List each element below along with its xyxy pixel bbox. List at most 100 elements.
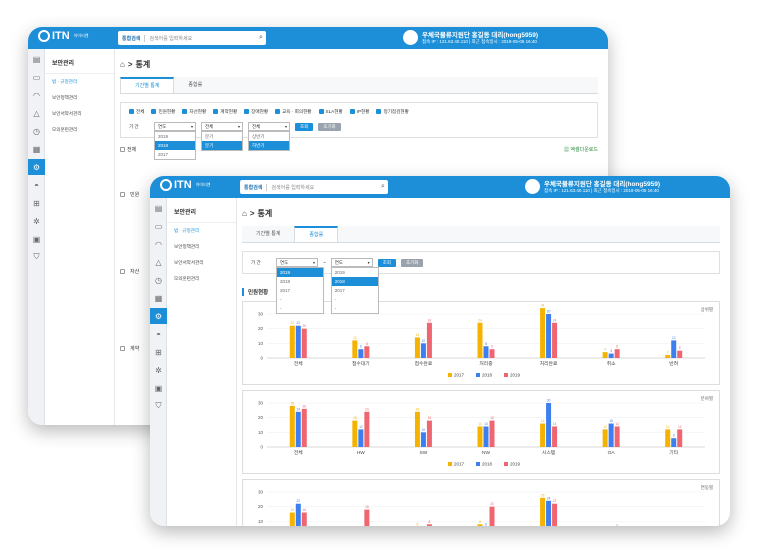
document-icon[interactable]: ▤ xyxy=(154,203,163,213)
dropdown-option[interactable]: 2018 xyxy=(280,279,291,284)
half-select[interactable]: 전체 ▾ 분기 분기 xyxy=(201,122,243,151)
headset-icon[interactable]: ◠ xyxy=(155,239,162,249)
dropdown-option[interactable]: 2019 xyxy=(334,270,345,275)
dropdown-option[interactable]: - xyxy=(280,297,282,302)
check-all[interactable]: 전체 xyxy=(129,109,144,115)
monitor-icon[interactable]: ▭ xyxy=(154,221,163,231)
search-input[interactable]: 검색어를 입력하세요 xyxy=(149,35,193,42)
checkbox[interactable] xyxy=(182,109,188,114)
menu-item-pledge[interactable]: 보안서약서관리 xyxy=(174,260,204,265)
menu-item-drill[interactable]: 모의훈련관리 xyxy=(52,127,78,132)
monitor-icon[interactable]: ▭ xyxy=(32,72,41,82)
dropdown-option[interactable]: 분기 xyxy=(205,134,214,139)
network-icon[interactable]: ⊞ xyxy=(33,198,40,208)
dropdown-option[interactable]: 2019 xyxy=(158,134,169,139)
checkbox[interactable] xyxy=(213,109,219,114)
dropdown-option[interactable]: 2017 xyxy=(158,152,169,157)
shield-icon[interactable]: ⛉ xyxy=(155,401,162,410)
checkbox[interactable] xyxy=(275,109,281,114)
check-sla[interactable]: SLA현황 xyxy=(318,109,343,115)
checkbox[interactable] xyxy=(120,346,125,351)
checkbox[interactable] xyxy=(376,109,382,114)
dropdown-option[interactable]: 2017 xyxy=(280,288,291,293)
reset-button[interactable]: 초기화 xyxy=(318,122,341,131)
dropdown-option[interactable]: 2019 xyxy=(277,268,323,277)
search-category[interactable]: 통합검색 xyxy=(240,183,268,191)
checkbox[interactable] xyxy=(120,147,125,152)
gear-icon[interactable]: ⚙ xyxy=(28,159,45,175)
settings-icon[interactable]: ✲ xyxy=(155,365,162,375)
global-search[interactable]: 통합검색 검색어를 입력하세요 ⌕ xyxy=(240,180,388,194)
check-monitor-icon[interactable]: ▣ xyxy=(32,234,41,244)
menu-item-rules[interactable]: 법 · 규정관리 xyxy=(52,79,78,84)
tab-overall[interactable]: 종합률 xyxy=(188,82,203,88)
dropdown-option[interactable]: 2018 xyxy=(155,141,195,150)
check-complaint[interactable]: 민원현황 xyxy=(151,109,175,115)
excel-download-button[interactable]: ▦ 엑셀다운로드 xyxy=(564,146,598,153)
avatar[interactable] xyxy=(524,178,540,194)
avatar[interactable] xyxy=(402,29,418,45)
checkbox[interactable] xyxy=(151,109,157,114)
gear-icon[interactable]: ⚙ xyxy=(150,308,167,324)
document-icon[interactable]: ▤ xyxy=(32,54,41,64)
checkbox[interactable] xyxy=(120,269,125,274)
menu-item-policy[interactable]: 보안정책관리 xyxy=(174,244,200,249)
dropdown-option[interactable]: 상반기 xyxy=(252,134,265,139)
calendar-icon[interactable]: ▦ xyxy=(32,144,41,154)
check-inspection[interactable]: 정기점검현황 xyxy=(376,109,409,115)
check-asset[interactable]: 자산현황 xyxy=(182,109,206,115)
tab-period[interactable]: 기간별 통계 xyxy=(256,231,281,237)
menu-item-rules[interactable]: 법 · 규정관리 xyxy=(174,228,200,233)
search-icon[interactable]: ⌕ xyxy=(259,34,263,41)
checkbox[interactable] xyxy=(129,109,134,114)
checkbox[interactable] xyxy=(349,109,355,114)
network-icon[interactable]: ⊞ xyxy=(155,347,162,357)
settings-icon[interactable]: ✲ xyxy=(33,216,40,226)
checkbox[interactable] xyxy=(120,192,125,197)
dropdown-option[interactable]: - xyxy=(280,306,282,311)
global-search[interactable]: 통합검색 검색어를 입력하세요 ⌕ xyxy=(118,31,266,45)
logo[interactable]: ITN 아이티엔 xyxy=(160,179,210,191)
graduation-icon[interactable]: ◓ xyxy=(34,180,39,190)
dropdown-option[interactable]: 하반기 xyxy=(249,141,289,150)
checkbox[interactable] xyxy=(244,109,250,114)
search-button[interactable]: 조회 xyxy=(295,122,314,131)
warning-icon[interactable]: △ xyxy=(33,108,40,118)
clock-icon[interactable]: ◷ xyxy=(33,126,40,136)
check-failure[interactable]: 장애현황 xyxy=(244,109,268,115)
logo[interactable]: ITN 아이티엔 xyxy=(38,30,88,42)
dropdown-option[interactable]: - xyxy=(334,297,337,302)
dropdown-option[interactable]: 분기 xyxy=(202,141,242,150)
reset-button[interactable]: 초기화 xyxy=(400,258,424,267)
dropdown-option[interactable]: 2018 xyxy=(331,277,378,286)
year-select[interactable]: 연도 ▾ 2019 2018 2017 xyxy=(154,122,196,160)
dropdown-option[interactable]: - xyxy=(334,306,337,311)
search-button[interactable]: 조회 xyxy=(377,258,396,267)
shield-icon[interactable]: ⛉ xyxy=(33,252,40,261)
check-monitor-icon[interactable]: ▣ xyxy=(154,383,163,393)
warning-icon[interactable]: △ xyxy=(155,257,162,267)
headset-icon[interactable]: ◠ xyxy=(33,90,40,100)
all-check[interactable]: 전체 xyxy=(120,146,136,153)
tab-period[interactable]: 기간별 통계 xyxy=(120,77,175,93)
calendar-icon[interactable]: ▦ xyxy=(154,293,163,303)
menu-item-policy[interactable]: 보안정책관리 xyxy=(52,95,78,100)
home-icon[interactable]: ⌂ xyxy=(120,60,125,69)
home-icon[interactable]: ⌂ xyxy=(242,209,247,218)
checkbox[interactable] xyxy=(318,109,324,114)
search-icon[interactable]: ⌕ xyxy=(381,183,385,190)
check-ip[interactable]: IP현황 xyxy=(349,109,369,115)
check-contract[interactable]: 계약현황 xyxy=(213,109,237,115)
clock-icon[interactable]: ◷ xyxy=(155,275,162,285)
menu-item-pledge[interactable]: 보안서약서관리 xyxy=(52,111,82,116)
dropdown-option[interactable]: 2017 xyxy=(334,288,345,293)
search-input[interactable]: 검색어를 입력하세요 xyxy=(271,184,315,191)
tab-overall[interactable]: 종합률 xyxy=(294,226,339,242)
to-year-select[interactable]: 연도 ▾ 2019 2018 2017 - - xyxy=(330,258,379,314)
quarter-select[interactable]: 전체 ▾ 상반기 하반기 xyxy=(248,122,290,151)
menu-item-drill[interactable]: 모의훈련관리 xyxy=(174,276,200,281)
search-category[interactable]: 통합검색 xyxy=(118,34,146,42)
check-education[interactable]: 교육 · 회의현황 xyxy=(275,109,312,115)
graduation-icon[interactable]: ◓ xyxy=(156,329,161,339)
from-year-select[interactable]: 연도 ▾ 2019 2018 2017 - - xyxy=(276,258,324,314)
